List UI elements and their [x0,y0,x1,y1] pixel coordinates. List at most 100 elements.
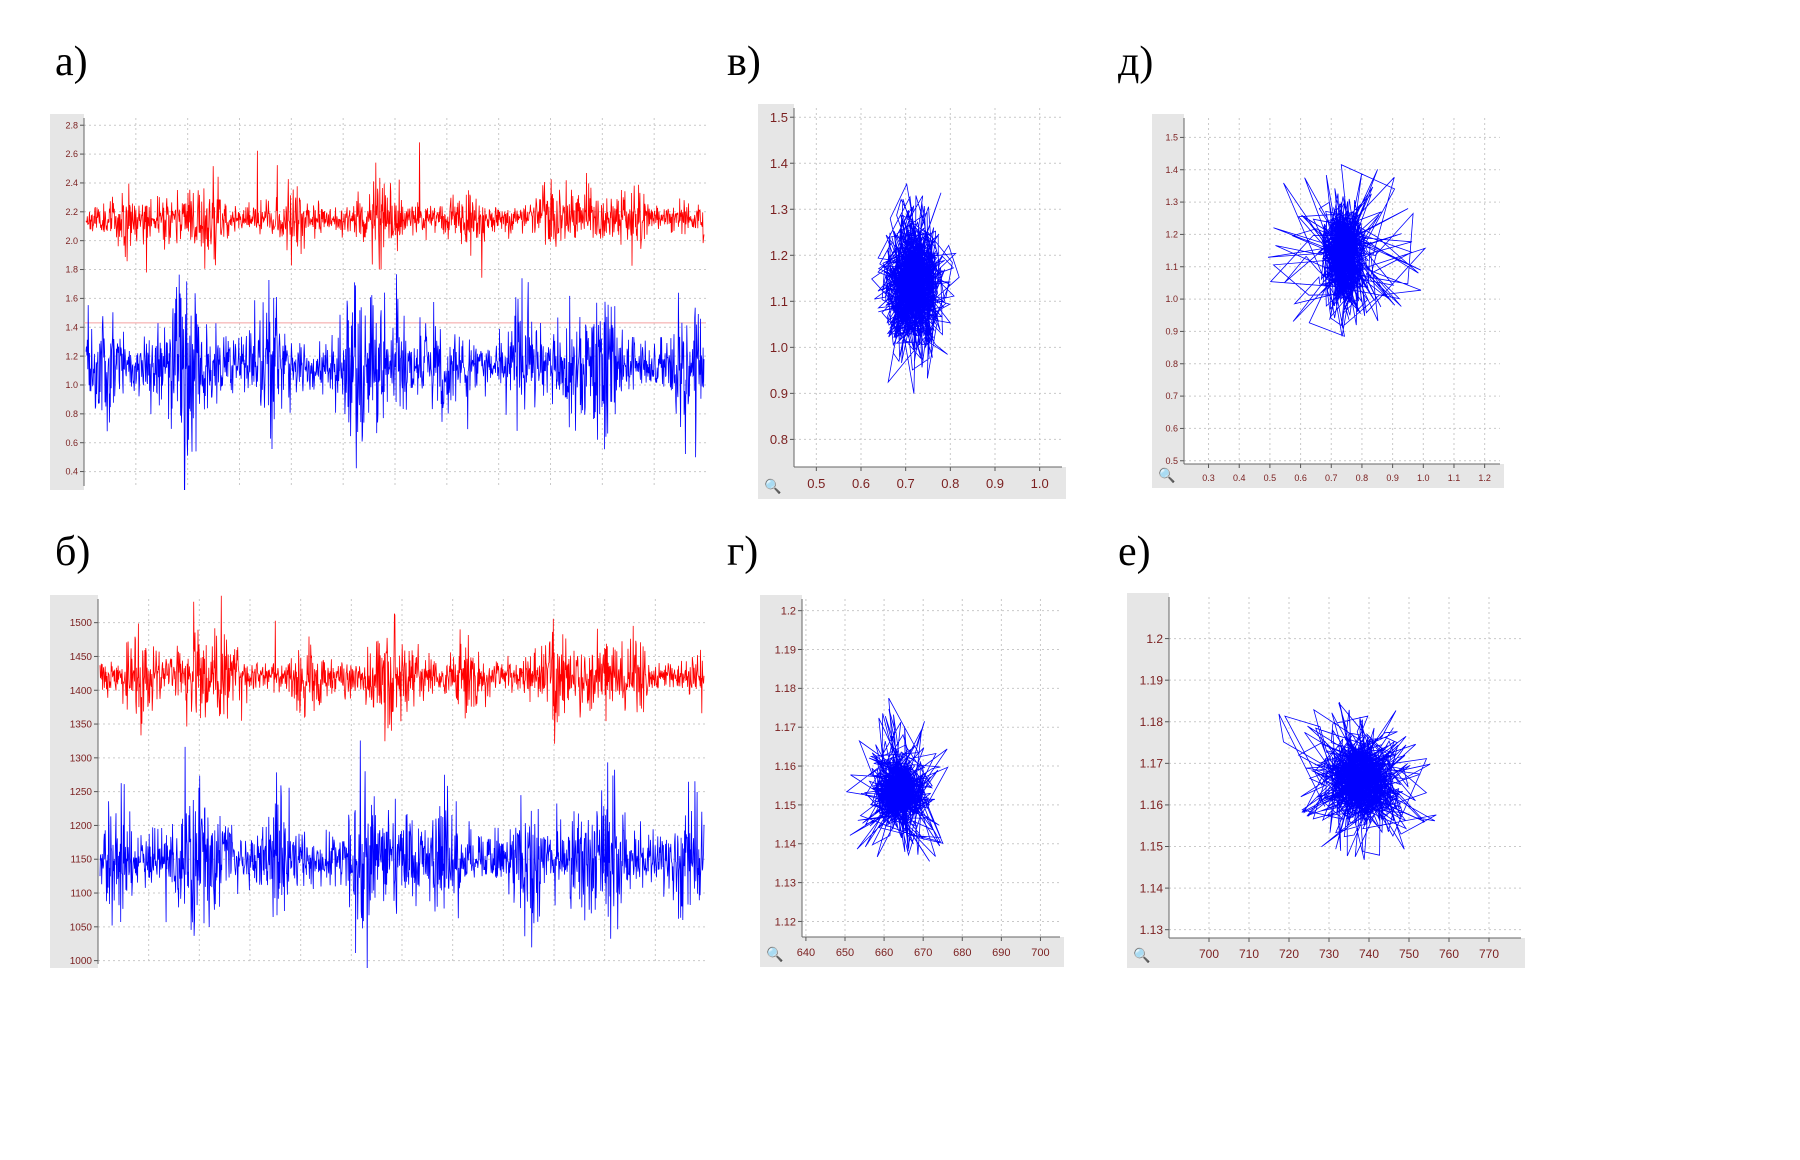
y-axis-strip [50,595,98,968]
y-tick-label: 1.13 [775,877,796,889]
blue-series-line [99,740,705,968]
y-tick-label: 1.4 [65,322,78,332]
chart-e-svg: 1.2 1.19 1.18 1.17 1.16 1.15 1.14 1.13 700 710 720… [1127,593,1525,968]
phase-trajectory [871,182,960,394]
x-tick-label: 660 [875,947,893,959]
phase-trajectory [845,697,949,862]
y-tick-label: 0.4 [65,467,78,477]
chart-b-time-series: 1500 1450 1400 1350 1300 1250 1200 1150 1100 1050… [50,595,710,968]
x-tick-label: 690 [992,947,1010,959]
y-tick-label: 0.6 [65,438,78,448]
y-tick-label: 1.3 [1165,197,1178,207]
y-tick-label: 1.2 [65,351,78,361]
x-tick-label: 1.1 [1448,473,1461,483]
chart-a-svg: 2.8 2.6 2.4 2.2 2.0 1.8 1.6 1.4 1.2 1.0 0.8 0.6 0.4 [50,114,706,490]
y-tick-label: 1.19 [1140,673,1164,687]
zoom-icon: 🔍 [766,945,783,963]
y-tick-label: 1.3 [770,202,788,217]
y-tick-label: 1100 [70,889,92,900]
x-tick-label: 680 [953,947,971,959]
chart-a-time-series: 2.8 2.6 2.4 2.2 2.0 1.8 1.6 1.4 1.2 1.0 0.8 0.6 0.4 [50,114,710,490]
x-tick-label: 0.9 [1386,473,1399,483]
y-tick-label: 1250 [70,787,93,798]
x-tick-label: 0.9 [986,476,1004,491]
y-tick-label: 2.8 [65,120,78,130]
x-tick-label: 760 [1439,947,1459,961]
red-series-line [85,142,705,278]
x-tick-label: 750 [1399,947,1419,961]
y-tick-label: 0.5 [1165,456,1178,466]
y-tick-label: 1.14 [1140,881,1164,895]
panel-label-g: г) [727,529,759,575]
chart-b-svg: 1500 1450 1400 1350 1300 1250 1200 1150 1100 1050… [50,595,706,968]
chart-d-phase-portrait: 1.5 1.4 1.3 1.2 1.1 1.0 0.9 0.8 0.7 0.6 0.5 0.3 0.4 0… [1152,114,1504,488]
x-tick-label: 730 [1319,947,1339,961]
y-tick-label: 0.8 [65,409,78,419]
y-tick-label: 1.12 [775,916,796,928]
y-tick-label: 1.16 [1140,798,1164,812]
chart-e-phase-portrait: 1.2 1.19 1.18 1.17 1.16 1.15 1.14 1.13 700 710 720… [1127,593,1525,968]
y-tick-label: 1.4 [1165,165,1178,175]
y-axis-strip [50,114,84,490]
y-tick-label: 1450 [70,652,93,663]
chart-v-svg: 1.5 1.4 1.3 1.2 1.1 1.0 0.9 0.8 0.5 0.6 0.7 0.8 0.9 1… [758,104,1066,499]
y-tick-label: 1.6 [65,294,78,304]
panel-label-b: б) [55,529,91,575]
y-axis-strip [758,104,794,499]
y-tick-label: 1.2 [1146,632,1163,646]
y-axis-strip [1127,593,1169,968]
x-tick-label: 0.6 [1294,473,1307,483]
y-tick-label: 1500 [70,618,93,629]
y-tick-label: 1.18 [775,683,796,695]
y-tick-label: 1050 [70,922,93,933]
chart-v-phase-portrait: 1.5 1.4 1.3 1.2 1.1 1.0 0.9 0.8 0.5 0.6 0.7 0.8 0.9 1… [758,104,1066,499]
y-tick-label: 1.0 [1165,294,1178,304]
phase-trajectory [1278,702,1437,860]
x-axis-strip [1152,464,1504,488]
y-tick-label: 0.9 [770,386,788,401]
y-tick-label: 1.16 [775,761,796,773]
x-tick-label: 650 [836,947,854,959]
zoom-icon: 🔍 [764,477,781,495]
x-tick-label: 710 [1239,947,1259,961]
x-tick-label: 700 [1031,947,1049,959]
y-tick-label: 1.8 [65,265,78,275]
x-tick-label: 1.2 [1478,473,1491,483]
y-tick-label: 1000 [70,956,93,967]
panel-label-a: а) [55,39,88,85]
y-tick-label: 1.18 [1140,715,1164,729]
x-tick-label: 720 [1279,947,1299,961]
phase-trajectory [1267,164,1427,337]
y-tick-label: 0.7 [1165,391,1178,401]
y-tick-label: 1.2 [781,606,796,618]
x-tick-label: 0.7 [1325,473,1338,483]
x-tick-label: 0.5 [807,476,825,491]
x-axis-strip [1127,938,1525,968]
y-tick-label: 2.6 [65,149,78,159]
chart-g-phase-portrait: 1.2 1.19 1.18 1.17 1.16 1.15 1.14 1.13 1.12 640 65… [760,595,1064,967]
y-tick-label: 1.2 [770,248,788,263]
panel-label-v: в) [727,39,761,85]
panel-label-e: е) [1118,529,1151,575]
y-tick-label: 1.4 [770,156,788,171]
chart-d-svg: 1.5 1.4 1.3 1.2 1.1 1.0 0.9 0.8 0.7 0.6 0.5 0.3 0.4 0… [1152,114,1504,488]
blue-series-line [85,274,705,490]
x-tick-label: 1.0 [1417,473,1430,483]
plot-area [802,599,1060,937]
y-tick-label: 1.15 [775,800,796,812]
y-tick-label: 1300 [70,753,93,764]
x-tick-label: 0.7 [897,476,915,491]
y-tick-label: 1.14 [775,839,796,851]
x-tick-label: 0.6 [852,476,870,491]
panel-label-d: д) [1118,39,1154,85]
y-tick-label: 1.13 [1140,923,1164,937]
y-tick-label: 0.8 [1165,359,1178,369]
x-tick-label: 740 [1359,947,1379,961]
y-tick-label: 1150 [70,855,92,866]
y-tick-label: 2.2 [65,207,78,217]
y-tick-label: 1.2 [1165,230,1178,240]
zoom-icon: 🔍 [1158,466,1175,484]
x-tick-label: 640 [797,947,815,959]
y-tick-label: 1.17 [1140,757,1164,771]
y-tick-label: 1.19 [775,644,796,656]
